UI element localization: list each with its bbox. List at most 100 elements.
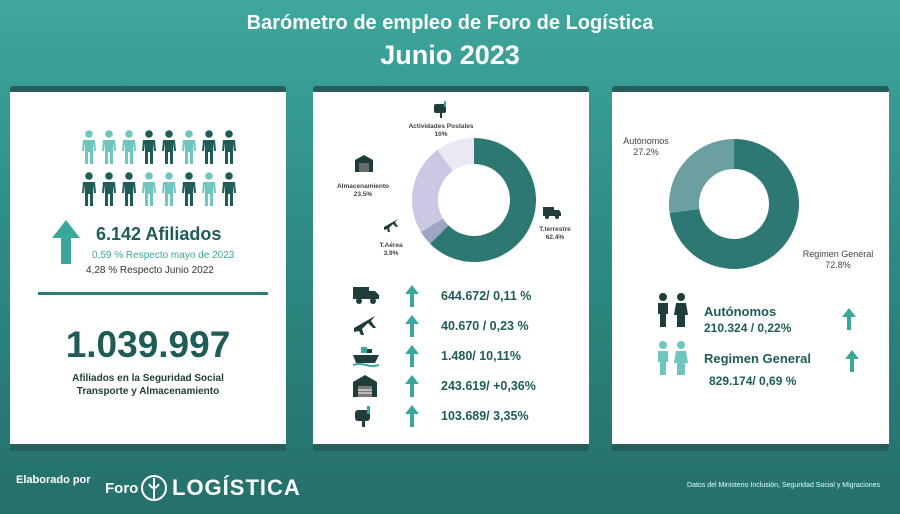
label-general-pct: 72.8%: [825, 260, 851, 270]
row-mailbox: 103.689/ 3,35%: [353, 405, 583, 427]
label-aerea: T.Aérea 3.9%: [373, 242, 409, 258]
footer-source: Datos del Ministerio Inclusión, Segurida…: [687, 482, 880, 489]
person-icon: [222, 172, 236, 206]
slice-t-terrestre: [430, 138, 536, 262]
foro-logo-icon: [141, 475, 167, 501]
total-affiliates-label: Afiliados en la Seguridad Social Transpo…: [10, 372, 286, 398]
panel3-top-bar: [612, 86, 889, 93]
person-icon: [202, 172, 216, 206]
people-dark-icon: [658, 293, 688, 327]
footer-logistica: LOGÍSTICA: [172, 475, 301, 500]
label-postales: Actividades Postales 10%: [405, 123, 477, 139]
person-icon: [142, 172, 156, 206]
person-icon: [162, 172, 176, 206]
page-title: Barómetro de empleo de Foro de Logística: [246, 12, 654, 34]
slice-t-a-rea: [420, 218, 449, 244]
slice-aut-nomos: [669, 139, 734, 213]
panel2-bottom-bar: [313, 444, 589, 451]
total-label-line1: Afiliados en la Seguridad Social: [72, 373, 224, 384]
label-almacen: Almacenamiento 23.5%: [331, 183, 395, 199]
warehouse-icon: [355, 155, 373, 172]
affiliates-panel: 6.142 Afiliados 0,59 % Respecto mayo de …: [10, 92, 286, 444]
row-truck: 644.672/ 0,11 %: [353, 285, 583, 307]
footer-foro: Foro: [105, 480, 139, 497]
person-icon: [82, 130, 96, 164]
person-icon: [202, 130, 216, 164]
person-icon: [182, 172, 196, 206]
label-autonomos-name: Autónomos: [623, 136, 669, 146]
plane-value: 40.670 / 0,23 %: [441, 319, 529, 333]
label-autonomos-pct: 27.2%: [633, 147, 659, 157]
label-postales-pct: 10%: [434, 131, 448, 138]
label-general: Regimen General 72.8%: [790, 249, 886, 271]
affiliates-count: 6.142 Afiliados: [96, 224, 222, 244]
row-warehouse: 243.619/ +0,36%: [353, 375, 583, 397]
truck-value: 644.672/ 0,11 %: [441, 289, 532, 303]
row-plane: 40.670 / 0,23 %: [353, 315, 583, 337]
pct-vs-junio: 4,28 % Respecto Junio 2022: [86, 265, 214, 276]
arrow-up-icon: [405, 315, 419, 337]
slice-actividades-postales: [437, 138, 474, 171]
label-almacen-name: Almacenamiento: [336, 183, 390, 190]
total-label-line2: Transporte y Almacenamiento: [76, 386, 220, 397]
mailbox-value: 103.689/ 3,35%: [441, 409, 529, 423]
regime-donut-chart: [669, 139, 799, 269]
label-terrestre-pct: 62.4%: [545, 234, 565, 241]
panel1-bottom-bar: [10, 444, 286, 451]
label-postales-name: Actividades Postales: [408, 123, 474, 130]
label-terrestre: T.terrestre 62.4%: [533, 226, 577, 242]
panel1-top-bar: [10, 86, 286, 93]
autonomos-value: 210.324 / 0,22%: [704, 321, 792, 335]
people-grid: [80, 130, 240, 214]
warehouse-icon: [353, 375, 377, 397]
person-icon: [142, 130, 156, 164]
slice-almacenamiento: [412, 149, 453, 232]
panel2-top-bar: [313, 86, 589, 93]
person-icon: [82, 172, 96, 206]
label-general-name: Regimen General: [802, 249, 874, 259]
label-aerea-name: T.Aérea: [379, 242, 403, 249]
plane-icon: [384, 219, 398, 232]
truck-icon: [543, 207, 561, 219]
label-aerea-pct: 3.9%: [383, 250, 399, 257]
sectors-panel: Actividades Postales 10% Almacenamiento …: [313, 92, 589, 444]
divider: [38, 292, 268, 295]
arrow-up-icon: [405, 345, 419, 367]
autonomos-title: Autónomos: [704, 304, 777, 319]
arrow-up-icon: [845, 350, 859, 372]
person-icon: [102, 130, 116, 164]
truck-icon: [353, 287, 379, 304]
row-ship: 1.480/ 10,11%: [353, 345, 583, 367]
person-icon: [122, 172, 136, 206]
label-autonomos: Autónomos 27.2%: [606, 136, 686, 158]
person-icon: [162, 130, 176, 164]
person-icon: [122, 130, 136, 164]
panel3-bottom-bar: [612, 444, 889, 451]
total-affiliates: 1.039.997: [65, 324, 231, 365]
person-icon: [102, 172, 116, 206]
people-light-icon: [658, 341, 688, 375]
footer-elaborado: Elaborado por: [16, 474, 91, 486]
mailbox-icon: [355, 406, 370, 427]
ship-value: 1.480/ 10,11%: [441, 349, 521, 363]
arrow-up-icon: [405, 405, 419, 427]
arrow-up-icon: [52, 220, 80, 264]
arrow-up-icon: [405, 285, 419, 307]
person-icon: [182, 130, 196, 164]
mailbox-icon: [434, 101, 446, 118]
warehouse-value: 243.619/ +0,36%: [441, 379, 536, 393]
general-value: 829.174/ 0,69 %: [709, 374, 797, 388]
pct-vs-mayo: 0,59 % Respecto mayo de 2023: [92, 250, 235, 261]
ship-icon: [353, 347, 379, 367]
sectors-donut-chart: [412, 138, 536, 262]
arrow-up-icon: [405, 375, 419, 397]
regime-panel: Autónomos 27.2% Regimen General 72.8% Au…: [612, 92, 889, 444]
arrow-up-icon: [842, 308, 856, 330]
label-terrestre-name: T.terrestre: [539, 226, 571, 233]
person-icon: [222, 130, 236, 164]
label-almacen-pct: 23.5%: [353, 191, 373, 198]
general-title: Regimen General: [704, 351, 811, 366]
slice-regimen-general: [669, 139, 799, 269]
page-subtitle: Junio 2023: [380, 40, 520, 70]
plane-icon: [354, 316, 376, 335]
